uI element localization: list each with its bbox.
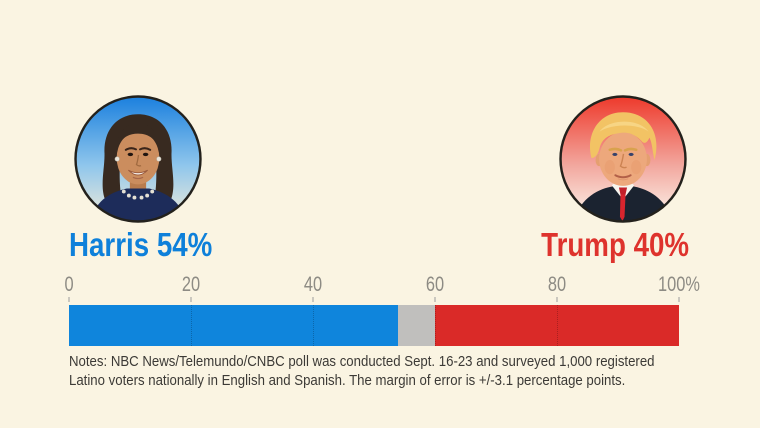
harris-portrait-image <box>74 95 202 223</box>
axis-tick-mark-100 <box>678 297 680 302</box>
axis-tick-mark-20 <box>190 297 192 302</box>
methodology-notes: Notes: NBC News/Telemundo/CNBC poll was … <box>69 353 655 390</box>
bar-gridline-20 <box>191 305 192 346</box>
bar-gridline-80 <box>557 305 558 346</box>
axis-tick-label-60: 60 <box>425 273 445 296</box>
trump-bar-segment <box>435 305 679 346</box>
axis-tick-label-20: 20 <box>181 273 201 296</box>
axis-tick-mark-80 <box>556 297 558 302</box>
trump-portrait <box>559 95 687 223</box>
bar-gridline-60 <box>435 305 436 346</box>
harris-bar-segment <box>69 305 399 346</box>
axis-tick-mark-0 <box>68 297 70 302</box>
notes-line-2: Latino voters nationally in English and … <box>69 371 626 389</box>
axis-tick-mark-60 <box>434 297 436 302</box>
harris-result-label: Harris 54% <box>69 226 213 263</box>
notes-line-1: Notes: NBC News/Telemundo/CNBC poll was … <box>69 353 655 370</box>
undecided-bar-segment <box>398 305 435 346</box>
axis-tick-label-100: 100% <box>658 273 700 296</box>
axis-tick-label-0: 0 <box>64 273 74 296</box>
trump-result-label: Trump 40% <box>541 226 689 263</box>
axis-tick-label-40: 40 <box>303 273 323 296</box>
axis-tick-mark-40 <box>312 297 314 302</box>
bar-gridline-40 <box>313 305 314 346</box>
poll-result-bar <box>69 305 679 346</box>
harris-portrait <box>74 95 202 223</box>
axis-tick-label-80: 80 <box>547 273 567 296</box>
trump-portrait-image <box>559 95 687 223</box>
